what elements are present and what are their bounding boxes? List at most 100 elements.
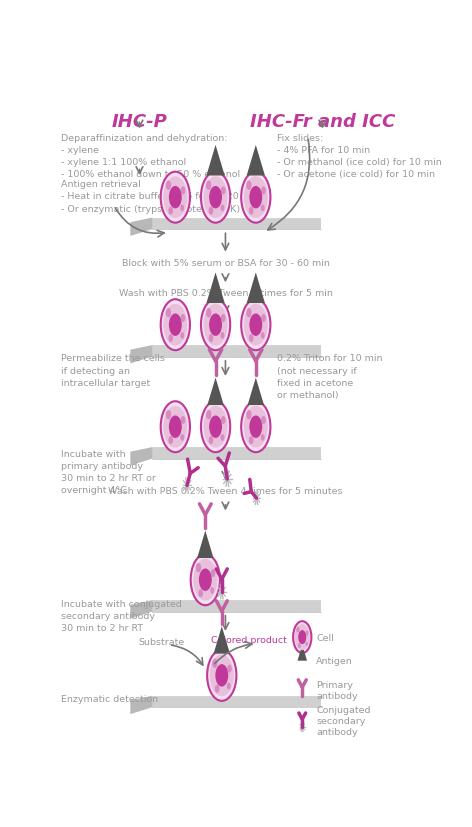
Circle shape [261, 332, 265, 339]
Circle shape [180, 434, 184, 442]
Circle shape [181, 187, 185, 195]
Circle shape [227, 665, 232, 673]
Polygon shape [152, 218, 320, 230]
Circle shape [169, 416, 182, 438]
Text: Block with 5% serum or BSA for 30 - 60 min: Block with 5% serum or BSA for 30 - 60 m… [121, 258, 329, 267]
Text: IHC-P: IHC-P [111, 113, 168, 131]
Circle shape [221, 187, 226, 195]
Circle shape [198, 590, 203, 597]
Circle shape [209, 208, 213, 215]
Polygon shape [130, 218, 152, 237]
Circle shape [220, 434, 224, 442]
Circle shape [163, 406, 187, 448]
Circle shape [209, 437, 213, 445]
Circle shape [201, 300, 230, 351]
Polygon shape [130, 346, 152, 364]
Polygon shape [152, 346, 320, 357]
Circle shape [160, 173, 190, 223]
Circle shape [203, 304, 228, 347]
Circle shape [211, 569, 215, 577]
FancyArrowPatch shape [214, 642, 252, 664]
Circle shape [207, 650, 236, 701]
Circle shape [220, 332, 224, 339]
Circle shape [169, 437, 173, 445]
Text: IHC-Fr and ICC: IHC-Fr and ICC [250, 113, 395, 131]
Circle shape [298, 643, 301, 648]
Circle shape [169, 335, 173, 342]
Text: Permeabilize the cells
if detecting an
intracellular target: Permeabilize the cells if detecting an i… [61, 354, 165, 387]
Polygon shape [152, 696, 320, 707]
Circle shape [166, 181, 171, 190]
Circle shape [261, 314, 266, 323]
FancyArrowPatch shape [268, 141, 310, 231]
Circle shape [227, 683, 231, 690]
Circle shape [249, 314, 262, 337]
Polygon shape [214, 627, 230, 654]
Text: Fix slides:
- 4% PFA for 10 min
- Or methanol (ice cold) for 10 min
- Or acetone: Fix slides: - 4% PFA for 10 min - Or met… [277, 134, 441, 179]
Circle shape [215, 664, 228, 686]
Circle shape [298, 630, 306, 644]
Text: Wash with PBS 0.2% Tween 4 times for 5 minutes: Wash with PBS 0.2% Tween 4 times for 5 m… [108, 486, 343, 495]
Circle shape [244, 304, 268, 347]
Circle shape [261, 417, 266, 424]
Circle shape [212, 659, 218, 668]
Circle shape [201, 173, 230, 223]
Circle shape [244, 177, 268, 219]
Circle shape [196, 563, 201, 572]
Circle shape [210, 655, 234, 696]
Polygon shape [197, 531, 213, 558]
Polygon shape [152, 600, 320, 612]
Circle shape [203, 177, 228, 219]
Circle shape [169, 314, 182, 337]
Text: Incubate with conjugated
secondary antibody
30 min to 2 hr RT: Incubate with conjugated secondary antib… [61, 599, 182, 633]
Circle shape [305, 642, 308, 646]
Text: Primary
antibody: Primary antibody [316, 680, 358, 700]
Circle shape [166, 410, 171, 420]
Circle shape [180, 205, 184, 212]
Circle shape [261, 187, 266, 195]
Circle shape [246, 308, 252, 318]
Circle shape [201, 402, 230, 452]
Text: Antigen: Antigen [316, 657, 353, 666]
Text: Incubate with
primary antibody
30 min to 2 hr RT or
overnight 4°C: Incubate with primary antibody 30 min to… [61, 450, 156, 495]
Circle shape [293, 621, 312, 653]
Polygon shape [247, 146, 265, 176]
Circle shape [194, 559, 217, 601]
FancyArrowPatch shape [115, 208, 164, 237]
Circle shape [241, 173, 270, 223]
Circle shape [241, 402, 270, 452]
Polygon shape [130, 696, 152, 715]
Circle shape [246, 410, 252, 420]
Polygon shape [206, 273, 225, 304]
Circle shape [191, 555, 220, 605]
Circle shape [181, 417, 185, 424]
Polygon shape [247, 273, 265, 304]
Circle shape [181, 314, 185, 323]
Polygon shape [206, 146, 225, 176]
Circle shape [244, 406, 268, 448]
Circle shape [241, 300, 270, 351]
Circle shape [166, 308, 171, 318]
Text: Conjugated
secondary
antibody: Conjugated secondary antibody [316, 705, 371, 736]
Circle shape [209, 416, 222, 438]
Circle shape [180, 332, 184, 339]
Circle shape [306, 631, 309, 636]
Circle shape [220, 205, 224, 212]
Circle shape [249, 416, 262, 438]
Text: Deparaffinization and dehydration:
- xylene
- xylene 1:1 100% ethanol
- 100% eth: Deparaffinization and dehydration: - xyl… [61, 134, 240, 179]
Circle shape [169, 208, 173, 215]
Circle shape [295, 624, 310, 650]
Circle shape [209, 335, 213, 342]
Text: Cell: Cell [316, 633, 334, 642]
Circle shape [246, 181, 252, 190]
Circle shape [203, 406, 228, 448]
Circle shape [206, 410, 211, 420]
Circle shape [221, 417, 226, 424]
Circle shape [206, 181, 211, 190]
FancyArrowPatch shape [171, 645, 203, 665]
Circle shape [296, 627, 300, 633]
Text: Wash with PBS 0.2% Tween 4 times for 5 min: Wash with PBS 0.2% Tween 4 times for 5 m… [118, 289, 332, 298]
Polygon shape [130, 447, 152, 466]
Circle shape [261, 205, 265, 212]
Circle shape [160, 300, 190, 351]
